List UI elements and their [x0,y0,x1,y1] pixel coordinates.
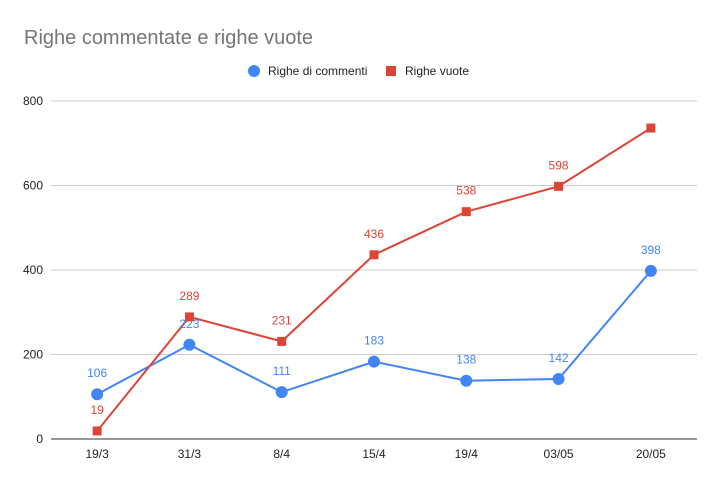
y-tick-label-400: 400 [23,263,43,277]
point-0-5 [552,373,565,386]
legend-label-0: Righe di commenti [268,64,367,78]
y-tick-label-0: 0 [36,432,43,446]
x-tick-label-5: 03/05 [544,447,574,461]
data-label-0-2: 111 [273,364,292,378]
x-tick-label-1: 31/3 [178,447,202,461]
legend-marker-1 [386,66,396,76]
legend-marker-0 [248,65,260,77]
y-tick-label-600: 600 [23,179,43,193]
chart-title: Righe commentate e righe vuote [24,27,313,49]
x-tick-label-4: 19/4 [455,447,479,461]
point-1-1 [184,312,194,322]
data-label-1-3: 436 [364,227,384,241]
legend: Righe di commenti Righe vuote [248,64,469,78]
point-1-2 [277,336,287,346]
gridlines [51,100,697,440]
point-0-2 [275,386,288,399]
x-tick-label-3: 15/4 [362,447,386,461]
point-1-6 [646,123,656,133]
point-0-0 [91,388,104,401]
y-tick-label-800: 800 [23,94,43,108]
data-label-0-3: 183 [364,334,384,348]
y-tick-label-200: 200 [23,348,43,362]
point-1-5 [554,181,564,191]
point-0-1 [183,338,196,351]
x-tick-label-2: 8/4 [273,447,290,461]
point-0-4 [460,374,473,387]
data-label-1-1: 289 [179,289,199,303]
point-0-3 [368,355,380,368]
data-label-0-5: 142 [549,351,569,365]
data-label-0-1: 223 [179,317,199,331]
y-axis: 0 200 400 600 800 [23,94,43,446]
x-tick-label-0: 19/3 [85,447,109,461]
point-1-4 [461,207,471,217]
series-group: 106 223 111 183 138 142 398 19 289 231 436 538 598 [87,123,661,436]
x-tick-label-6: 20/05 [636,447,666,461]
data-label-1-5: 598 [549,158,569,172]
series-line-1 [96,127,652,432]
legend-label-1: Righe vuote [405,64,469,78]
x-axis: 19/3 31/3 8/4 15/4 19/4 03/05 20/05 [85,447,666,461]
point-1-0 [92,426,102,436]
data-label-0-6: 398 [641,243,661,257]
data-label-1-0: 19 [90,403,104,417]
point-0-6 [644,264,657,277]
point-1-3 [369,250,379,260]
data-label-0-4: 138 [456,353,476,367]
data-label-0-0: 106 [87,366,107,380]
data-label-1-4: 538 [456,184,476,198]
data-label-1-2: 231 [272,313,292,327]
